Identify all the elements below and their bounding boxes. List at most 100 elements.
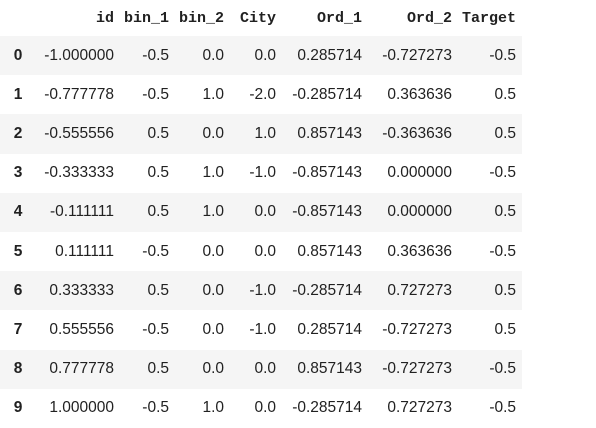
cell-target: 0.5 (494, 203, 517, 221)
row-index: 1 (13, 85, 23, 103)
cell-bin-2: 0.0 (202, 281, 225, 299)
cell-city: 0.0 (254, 360, 277, 378)
table-row: 2 -0.555556 0.5 0.0 1.0 0.857143 -0.363636 0.5 (0, 114, 523, 154)
row-index: 2 (13, 124, 23, 142)
cell-target: -0.5 (489, 164, 517, 182)
column-header-bin-2: bin_2 (179, 9, 225, 27)
cell-ord-1: -0.285714 (292, 399, 363, 417)
cell-bin-1: 0.5 (147, 203, 170, 221)
cell-ord-2: 0.727273 (387, 399, 453, 417)
cell-city: 0.0 (254, 399, 277, 417)
cell-bin-2: 0.0 (202, 320, 225, 338)
cell-bin-1: -0.5 (142, 399, 170, 417)
cell-ord-1: -0.857143 (292, 203, 363, 221)
cell-bin-2: 1.0 (202, 85, 225, 103)
column-header-ord-2: Ord_2 (407, 9, 453, 27)
cell-target: -0.5 (489, 242, 517, 260)
cell-bin-1: 0.5 (147, 360, 170, 378)
cell-target: 0.5 (494, 85, 517, 103)
cell-target: 0.5 (494, 281, 517, 299)
cell-ord-1: -0.285714 (292, 85, 363, 103)
cell-bin-2: 1.0 (202, 203, 225, 221)
row-index: 8 (13, 360, 23, 378)
table-row: 4 -0.111111 0.5 1.0 0.0 -0.857143 0.000000 0.5 (0, 192, 523, 232)
column-header-id: id (95, 9, 114, 27)
cell-city: 0.0 (254, 203, 277, 221)
row-index: 7 (13, 320, 23, 338)
cell-bin-1: -0.5 (142, 46, 170, 64)
cell-city: 1.0 (254, 124, 277, 142)
cell-ord-2: -0.727273 (382, 360, 453, 378)
table-body: 0 -1.000000 -0.5 0.0 0.0 0.285714 -0.727273 -0.… (0, 36, 523, 428)
cell-bin-2: 0.0 (202, 360, 225, 378)
cell-id: -0.111111 (49, 203, 114, 221)
table-row: 0 -1.000000 -0.5 0.0 0.0 0.285714 -0.727273 -0.… (0, 36, 523, 76)
row-index: 5 (13, 242, 23, 260)
dataframe-table: id bin_1 bin_2 City Ord_1 Ord_2 Target 0… (0, 0, 523, 428)
cell-ord-1: 0.857143 (297, 360, 363, 378)
index-header (0, 0, 36, 36)
cell-city: -1.0 (249, 320, 277, 338)
cell-city: -1.0 (249, 281, 277, 299)
cell-ord-2: 0.000000 (387, 164, 453, 182)
table-row: 5 0.111111 -0.5 0.0 0.0 0.857143 0.363636 -0.5 (0, 231, 523, 272)
cell-ord-2: 0.727273 (387, 281, 453, 299)
cell-bin-1: -0.5 (142, 85, 170, 103)
cell-bin-1: 0.5 (147, 124, 170, 142)
row-index: 4 (13, 203, 23, 221)
cell-ord-2: 0.000000 (387, 203, 453, 221)
table-row: 1 -0.777778 -0.5 1.0 -2.0 -0.285714 0.363636 0.… (0, 75, 523, 115)
cell-bin-1: 0.5 (147, 164, 170, 182)
cell-id: 1.000000 (49, 399, 114, 417)
cell-ord-1: 0.857143 (297, 124, 363, 142)
row-index: 0 (13, 46, 23, 64)
cell-bin-2: 1.0 (202, 399, 225, 417)
column-header-bin-1: bin_1 (124, 9, 170, 27)
row-index: 9 (13, 399, 23, 417)
cell-ord-2: -0.727273 (382, 46, 453, 64)
cell-ord-1: 0.285714 (297, 320, 363, 338)
cell-ord-1: 0.285714 (297, 46, 363, 64)
cell-bin-2: 0.0 (202, 46, 225, 64)
cell-bin-1: -0.5 (142, 242, 170, 260)
cell-ord-2: -0.363636 (382, 124, 453, 142)
column-header-city: City (240, 9, 277, 27)
cell-city: -1.0 (249, 164, 277, 182)
header-row: id bin_1 bin_2 City Ord_1 Ord_2 Target (0, 0, 522, 36)
cell-city: -2.0 (249, 85, 277, 103)
cell-ord-1: -0.285714 (292, 281, 363, 299)
column-header-ord-1: Ord_1 (317, 9, 363, 27)
cell-city: 0.0 (254, 242, 277, 260)
table-row: 6 0.333333 0.5 0.0 -1.0 -0.285714 0.727273 0.5 (0, 271, 523, 311)
table-row: 8 0.777778 0.5 0.0 0.0 0.857143 -0.727273 -0.5 (0, 349, 523, 389)
cell-ord-2: -0.727273 (382, 320, 453, 338)
cell-target: -0.5 (489, 360, 517, 378)
cell-ord-2: 0.363636 (387, 242, 453, 260)
cell-bin-2: 0.0 (202, 124, 225, 142)
cell-id: 0.555556 (49, 320, 114, 338)
cell-target: -0.5 (489, 46, 517, 64)
cell-target: -0.5 (489, 399, 517, 417)
cell-ord-2: 0.363636 (387, 85, 453, 103)
row-index: 6 (13, 281, 23, 299)
table-header: id bin_1 bin_2 City Ord_1 Ord_2 Target (0, 0, 522, 36)
cell-bin-1: -0.5 (142, 320, 170, 338)
cell-id: -0.333333 (44, 164, 114, 182)
cell-id: 0.777778 (49, 360, 114, 378)
cell-id: -1.000000 (44, 46, 114, 64)
cell-target: 0.5 (494, 320, 517, 338)
cell-id: -0.777778 (44, 85, 114, 103)
cell-id: -0.555556 (44, 124, 114, 142)
cell-bin-2: 0.0 (202, 242, 225, 260)
cell-city: 0.0 (254, 46, 277, 64)
cell-bin-2: 1.0 (202, 164, 225, 182)
cell-ord-1: -0.857143 (292, 164, 363, 182)
column-header-target: Target (462, 9, 517, 27)
cell-id: 0.111111 (55, 242, 114, 260)
row-index: 3 (13, 164, 23, 182)
table-row: 7 0.555556 -0.5 0.0 -1.0 0.285714 -0.727273 0.5 (0, 310, 523, 350)
table-row: 9 1.000000 -0.5 1.0 0.0 -0.285714 0.727273 -0.5 (0, 388, 523, 428)
table-row: 3 -0.333333 0.5 1.0 -1.0 -0.857143 0.000000 -0.… (0, 153, 523, 193)
cell-target: 0.5 (494, 124, 517, 142)
